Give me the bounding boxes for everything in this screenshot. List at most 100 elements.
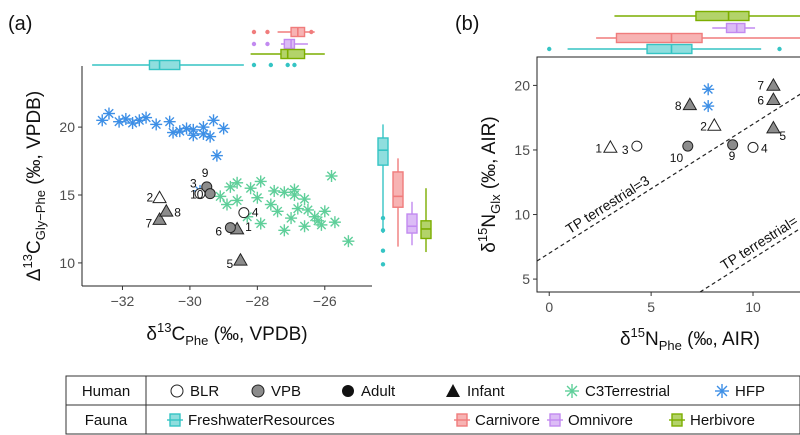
c3terrestrial-point-stroke xyxy=(299,221,310,231)
hfp-point xyxy=(102,107,115,120)
axis-title-superscript: 15 xyxy=(631,325,645,340)
legend-c3terrestrial-label: C3Terrestrial xyxy=(585,383,670,400)
c3terrestrial-point-stroke xyxy=(252,192,263,203)
panel-a-boxplots xyxy=(92,26,432,267)
x-boxplot-herbivore-box xyxy=(280,48,306,60)
human-point-label: 1 xyxy=(595,141,602,155)
hfp-point-stroke xyxy=(104,108,114,119)
c3terrestrial-point xyxy=(221,198,233,211)
axis-title-superscript: 15 xyxy=(475,228,490,242)
human-point-label: 10 xyxy=(670,151,684,165)
human-point-label: 4 xyxy=(252,206,259,220)
y-tick-label: 10 xyxy=(514,207,530,223)
c3terrestrial-point-stroke xyxy=(272,206,283,217)
axis-title-subscript: Phe xyxy=(659,338,682,353)
x-boxplot-freshwaterresources-box xyxy=(148,59,181,71)
c3terrestrial-point-stroke xyxy=(330,217,340,227)
y-tick-label: 10 xyxy=(59,255,75,271)
hfp-point xyxy=(204,130,217,143)
legend-infant-marker xyxy=(446,384,460,397)
axis-title-superscript: 13 xyxy=(20,254,35,268)
c3terrestrial-point-stroke xyxy=(289,184,300,195)
legend-adult-label: Adult xyxy=(361,383,396,400)
x-boxplot-herbivore xyxy=(614,10,800,22)
y-boxplot-herbivore xyxy=(420,188,432,253)
x-tick-label: −26 xyxy=(313,293,337,309)
axis-title-element: C xyxy=(171,324,185,345)
x-boxplot-freshwaterresources-outlier xyxy=(292,62,297,68)
c3terrestrial-point xyxy=(244,182,257,195)
legend-blr-label: BLR xyxy=(190,383,219,400)
human-point-label: 5 xyxy=(226,257,233,271)
legend-infant-label: Infant xyxy=(467,383,505,400)
legend-hfp-marker xyxy=(715,384,729,398)
human-point-7 xyxy=(152,211,167,225)
human-point-8 xyxy=(682,97,698,111)
human-point-label: 8 xyxy=(675,99,682,113)
human-point-4 xyxy=(238,207,250,219)
c3terrestrial-point xyxy=(298,193,311,206)
hfp-point-stroke xyxy=(134,115,145,126)
human-point-label: 4 xyxy=(761,141,768,155)
human-point-label: 6 xyxy=(215,225,222,239)
panel-b-points: 1 2 3 45 6 7 8 9 10 xyxy=(595,77,786,165)
axis-title-subscript: Phe xyxy=(185,333,208,348)
x-tick-label: 10 xyxy=(745,299,761,315)
human-point-7 xyxy=(766,77,781,91)
x-boxplot-freshwaterresources xyxy=(92,59,297,71)
c3terrestrial-point-stroke xyxy=(269,186,279,196)
x-boxplot-carnivore-outlier xyxy=(251,29,257,35)
human-point-label: 3 xyxy=(622,143,629,157)
human-point-label: 9 xyxy=(202,166,209,180)
x-boxplot-carnivore-outlier xyxy=(265,29,270,35)
human-point-label: 3 xyxy=(190,177,197,191)
y-boxplot-omnivore xyxy=(406,201,418,246)
c3terrestrial-point-stroke xyxy=(255,218,266,229)
x-boxplot-freshwaterresources-box xyxy=(646,43,693,55)
c3terrestrial-point xyxy=(328,216,341,229)
legend-hfp-marker-stroke xyxy=(716,385,728,397)
hfp-point xyxy=(187,129,200,142)
hfp-point-stroke xyxy=(212,150,222,161)
legend-herbivore-marker xyxy=(669,413,685,427)
c3terrestrial-point xyxy=(291,202,304,215)
human-point-label: 2 xyxy=(147,191,154,205)
y-boxplot-freshwaterresources-box xyxy=(377,137,389,166)
legend-vpb-marker xyxy=(251,384,265,398)
axis-title-element: C xyxy=(24,240,45,254)
c3terrestrial-point xyxy=(254,175,267,188)
c3terrestrial-point-stroke xyxy=(222,199,232,210)
hfp-point-stroke xyxy=(164,116,175,127)
human-point-10 xyxy=(682,140,694,152)
c3terrestrial-point-stroke xyxy=(299,194,310,204)
x-boxplot-carnivore-box xyxy=(615,32,703,44)
x-tick-label: −32 xyxy=(111,293,135,309)
x-boxplot-herbivore-box xyxy=(695,10,750,22)
panel-a-x-axis-title: δ13CPhe (‰, VPDB) xyxy=(146,320,307,348)
c3terrestrial-point-stroke xyxy=(279,225,290,236)
x-boxplot-freshwaterresources-outlier xyxy=(268,62,274,68)
c3terrestrial-point xyxy=(251,191,264,204)
legend: Human Fauna BLR VPB Adult Infant C3Terrestri… xyxy=(65,375,800,435)
c3terrestrial-point xyxy=(224,180,237,193)
legend-herbivore-label: Herbivore xyxy=(690,412,755,429)
axis-title-element: N xyxy=(645,329,659,350)
c3terrestrial-point-stroke xyxy=(316,220,327,230)
y-tick-label: 15 xyxy=(59,187,75,203)
hfp-point xyxy=(197,121,210,134)
legend-blr-marker xyxy=(170,384,184,398)
legend-hfp-label: HFP xyxy=(735,383,765,400)
hfp-point xyxy=(167,126,180,139)
c3terrestrial-point-stroke xyxy=(303,205,313,215)
axis-title-subscript: Gly−Phe xyxy=(33,190,48,240)
c3terrestrial-point-stroke xyxy=(279,187,290,198)
x-boxplot-herbivore xyxy=(250,48,325,60)
y-boxplot-carnivore xyxy=(392,158,404,247)
human-point-2 xyxy=(152,190,167,204)
c3terrestrial-point-stroke xyxy=(320,206,330,217)
plot-frame xyxy=(536,56,800,293)
human-point-1 xyxy=(603,139,618,153)
legend-items: BLR VPB Adult Infant C3Terrestrial HFP Freshwa… xyxy=(167,383,765,429)
